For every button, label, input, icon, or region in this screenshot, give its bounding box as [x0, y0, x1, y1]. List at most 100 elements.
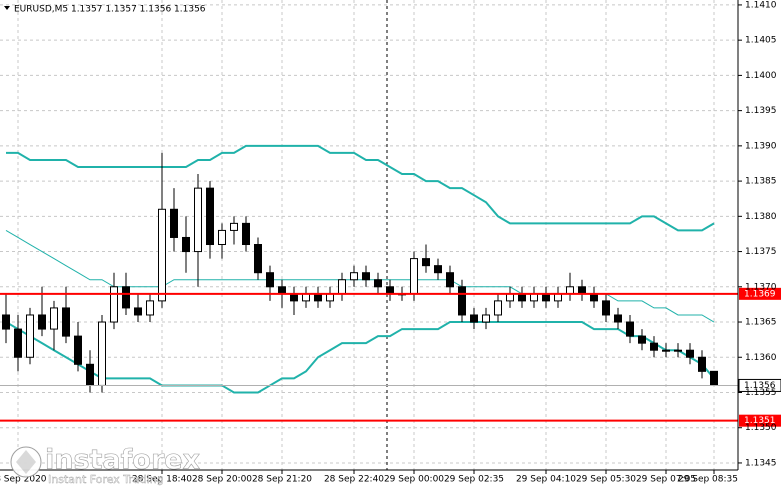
- candle-body: [662, 349, 670, 352]
- candle-body: [338, 279, 346, 295]
- last-price-label: 1.1356: [744, 381, 776, 391]
- y-tick-label: 1.1400: [745, 71, 777, 81]
- candle-body: [2, 314, 10, 330]
- candle-body: [602, 300, 610, 316]
- y-tick-label: 1.1385: [745, 177, 777, 187]
- candle-body: [470, 314, 478, 323]
- x-tick-label: 28 Sep 20:00: [192, 475, 252, 485]
- candle-body: [170, 208, 178, 238]
- last-price-tag: [738, 378, 781, 392]
- candle-body: [98, 321, 106, 386]
- candle-body: [710, 370, 718, 386]
- candle-body: [74, 335, 82, 365]
- candle-body: [62, 307, 70, 337]
- y-tick-label: 1.1405: [745, 36, 777, 46]
- x-tick-label: 29 Sep 04:10: [516, 475, 576, 485]
- x-tick-label: 28 Sep 21:20: [252, 475, 312, 485]
- candle-body: [422, 258, 430, 267]
- candle-body: [638, 335, 646, 344]
- level-label: 1.1351: [744, 416, 776, 426]
- candle-body: [506, 293, 514, 302]
- y-tick-label: 1.1410: [745, 0, 777, 10]
- candle-body: [578, 286, 586, 295]
- watermark-name: instaforex: [45, 445, 200, 476]
- candle-body: [146, 300, 154, 316]
- candle-body: [626, 321, 634, 337]
- y-tick-label: 1.1390: [745, 141, 777, 151]
- candle-body: [530, 293, 538, 302]
- candle-body: [518, 293, 526, 302]
- title-arrow: [4, 6, 10, 10]
- candle-body: [314, 293, 322, 302]
- y-tick-label: 1.1395: [745, 106, 777, 116]
- candle-body: [122, 286, 130, 309]
- candle-body: [650, 342, 658, 351]
- y-tick-label: 1.1360: [745, 353, 777, 363]
- candle-body: [350, 272, 358, 281]
- x-tick-label: 29 Sep 05:30: [576, 475, 636, 485]
- chart-title: EURUSD,M5 1.1357 1.1357 1.1356 1.1356: [14, 5, 206, 15]
- y-tick-label: 1.1355: [745, 388, 777, 398]
- logo-shape: [16, 450, 36, 474]
- bollinger-line: [6, 144, 715, 232]
- candle-body: [614, 314, 622, 323]
- candle-body: [182, 236, 190, 253]
- candle-body: [194, 187, 202, 253]
- level-tag: [739, 414, 781, 427]
- level-label: 1.1369: [744, 289, 776, 299]
- candle-body: [266, 272, 274, 288]
- candle-body: [698, 356, 706, 372]
- candle-body: [302, 293, 310, 302]
- x-tick-label: 29 Sep 02:35: [444, 475, 504, 485]
- candle-body: [14, 328, 22, 358]
- candle-body: [206, 187, 214, 246]
- y-tick-label: 1.1370: [745, 282, 777, 292]
- candle-body: [482, 314, 490, 323]
- candle-body: [218, 229, 226, 246]
- y-tick-label: 1.1345: [745, 458, 777, 468]
- candle-body: [410, 258, 418, 295]
- candle-body: [242, 222, 250, 246]
- y-tick-label: 1.1375: [745, 247, 777, 257]
- candle-body: [686, 349, 694, 358]
- candle-body: [494, 300, 502, 316]
- candle-body: [110, 286, 118, 323]
- x-tick-label: 29 Sep 00:00: [384, 475, 444, 485]
- y-tick-label: 1.1380: [745, 212, 777, 222]
- x-tick-label: 29 Sep 08:35: [678, 475, 738, 485]
- candle-body: [134, 307, 142, 316]
- x-tick-label: 29 Sep 07:05: [636, 475, 696, 485]
- candle-body: [254, 244, 262, 274]
- candle-body: [50, 307, 58, 330]
- candle-body: [554, 293, 562, 302]
- candle-body: [290, 293, 298, 302]
- candle-body: [566, 286, 574, 295]
- candle-body: [674, 349, 682, 352]
- x-tick-label: 28 Sep 18:40: [132, 475, 192, 485]
- bollinger-line: [5, 321, 715, 394]
- candle-body: [230, 222, 238, 231]
- candle-body: [362, 272, 370, 281]
- watermark-tagline: Instant Forex Trading: [48, 473, 164, 486]
- candle-body: [446, 272, 454, 288]
- candle-body: [158, 208, 166, 302]
- candle-body: [386, 286, 394, 295]
- watermark: instaforex Instant Forex Trading: [10, 444, 200, 486]
- candle-layer: [2, 152, 718, 393]
- candle-body: [374, 279, 382, 288]
- candle-body: [434, 265, 442, 274]
- x-tick-label: 28 Sep 22:40: [324, 475, 384, 485]
- candle-body: [458, 286, 466, 316]
- candle-body: [26, 314, 34, 358]
- candle-body: [326, 293, 334, 302]
- x-tick-label: 28 Sep 2020: [0, 475, 47, 485]
- candle-body: [278, 286, 286, 295]
- level-layer: 1.1369 1.1351 1.1356: [0, 287, 781, 427]
- level-tag: [739, 287, 781, 300]
- candle-body: [86, 363, 94, 386]
- candle-body: [38, 314, 46, 330]
- candle-body: [542, 293, 550, 302]
